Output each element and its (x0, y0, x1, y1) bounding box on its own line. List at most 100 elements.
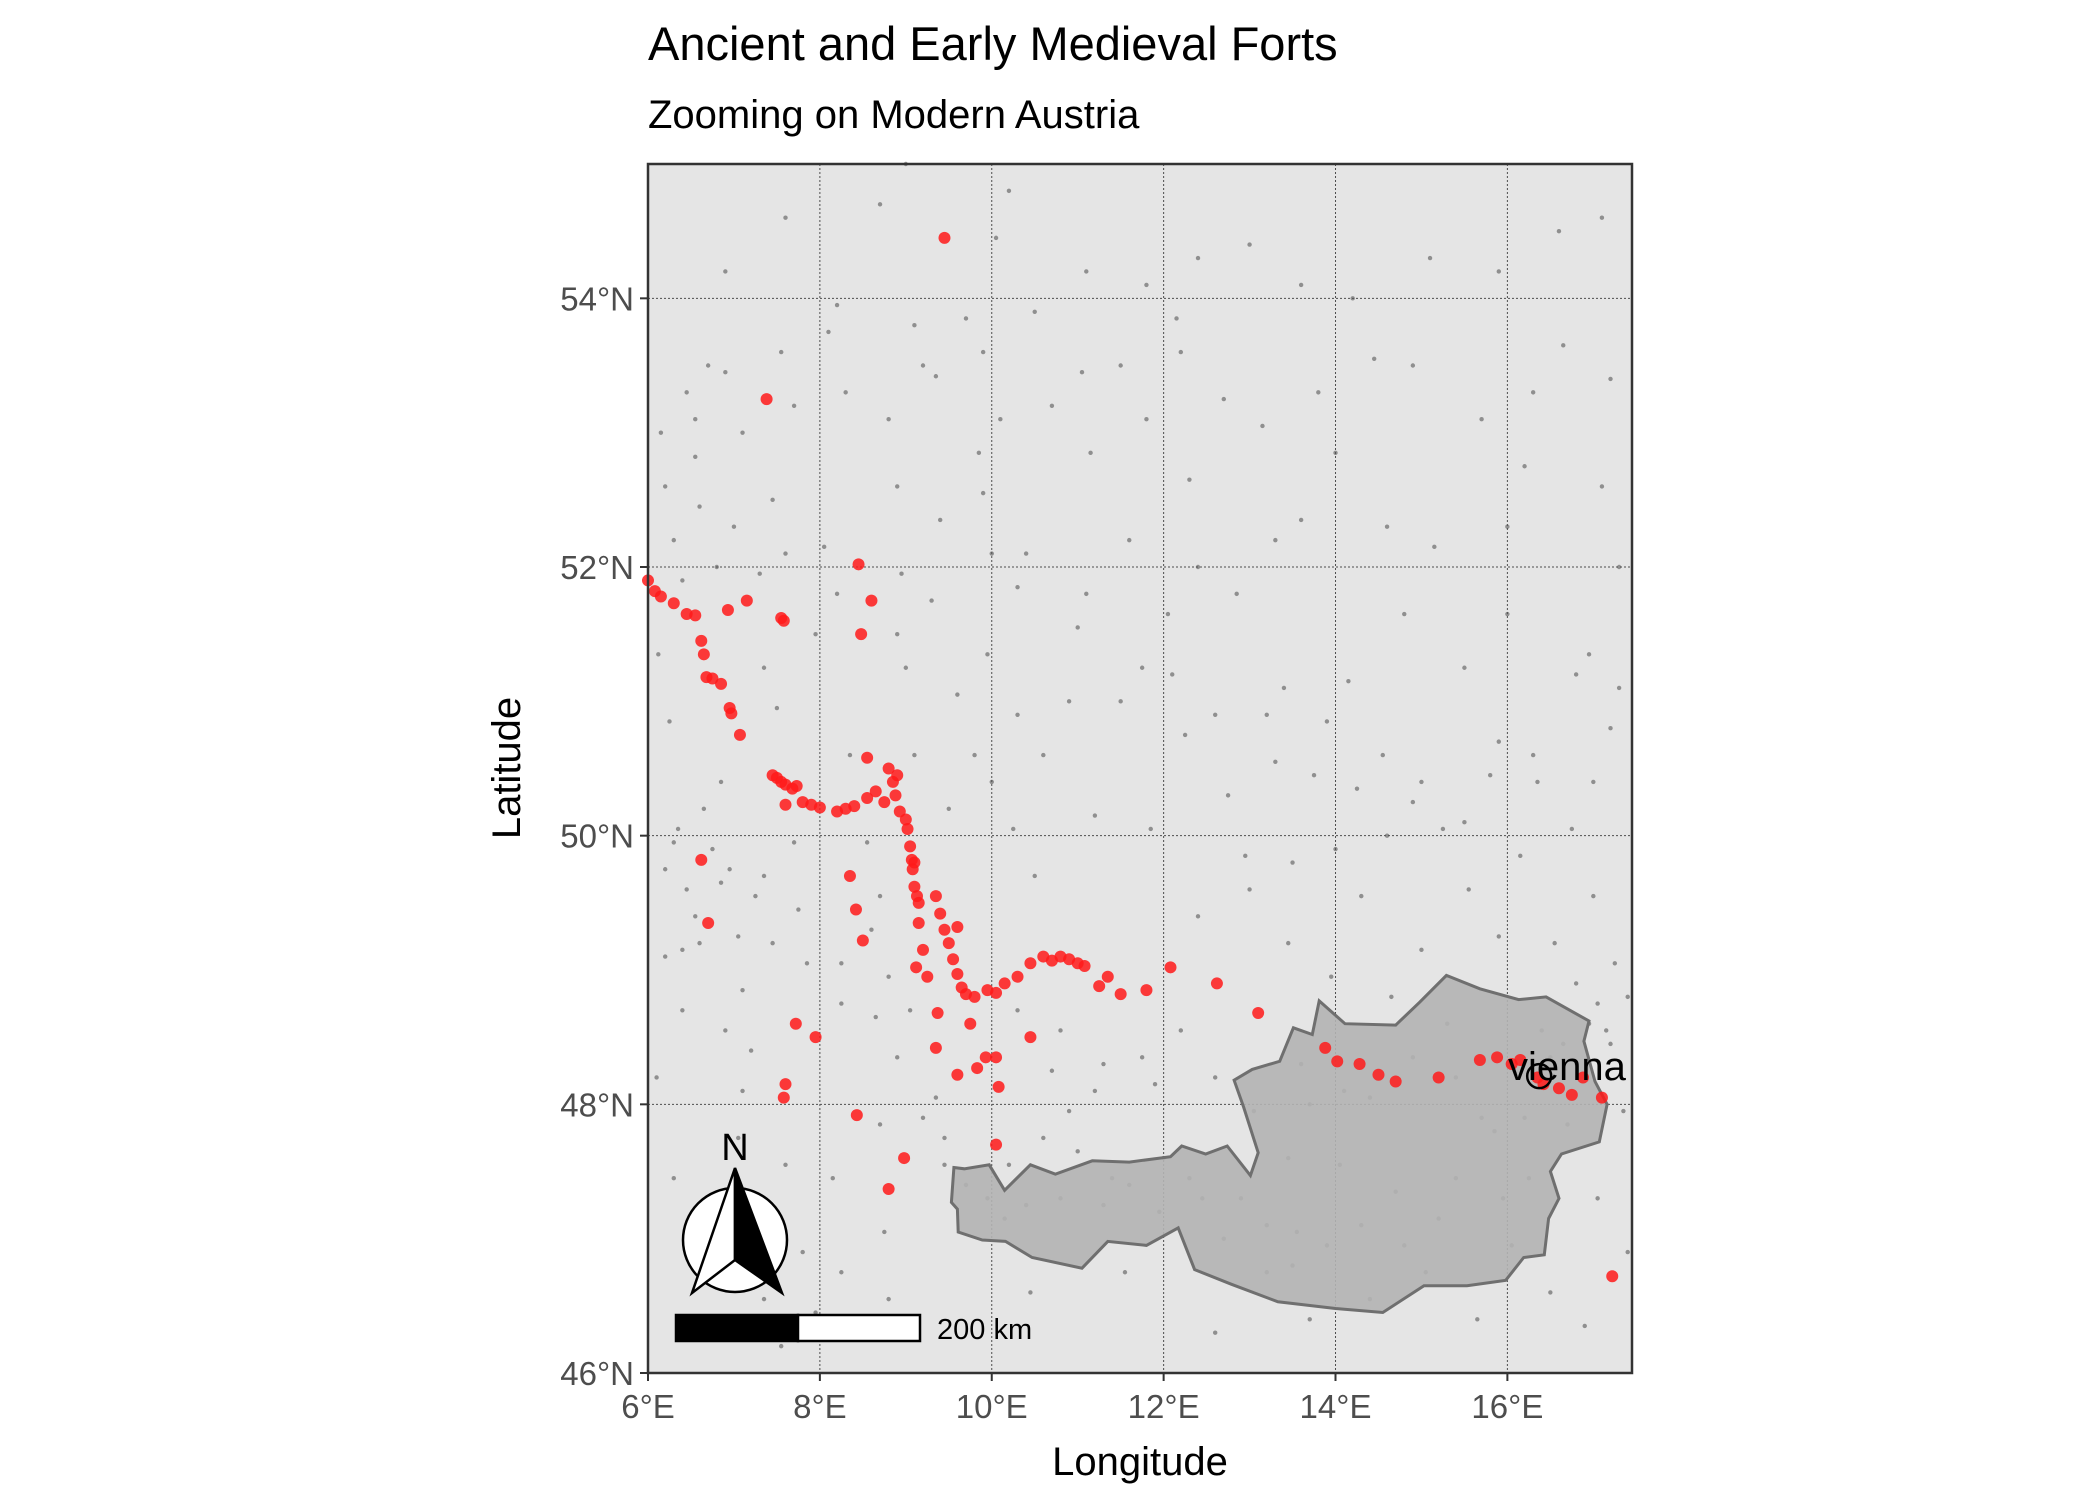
background-site-point (1518, 853, 1523, 859)
background-site-point (1032, 309, 1037, 314)
background-site-point (1591, 779, 1596, 785)
fort-point (1372, 1068, 1385, 1081)
x-tick-label: 14°E (1300, 1388, 1372, 1425)
background-site-point (1324, 719, 1330, 724)
background-site-point (1316, 390, 1321, 395)
fort-point (882, 1182, 895, 1195)
background-site-point (662, 484, 668, 489)
background-site-point (1307, 1317, 1312, 1322)
fort-point (990, 986, 1003, 999)
y-tick-label: 54°N (560, 280, 634, 317)
fort-point (899, 813, 912, 826)
fort-point (938, 923, 951, 936)
background-site-point (1178, 349, 1184, 355)
background-site-point (929, 598, 934, 603)
scale-bar-black (674, 1313, 800, 1343)
map-title: Ancient and Early Medieval Forts (648, 17, 1338, 70)
background-site-point (800, 1249, 805, 1255)
background-site-point (667, 719, 672, 724)
background-site-point (843, 390, 848, 395)
background-site-point (1182, 732, 1188, 738)
background-site-point (1333, 450, 1338, 456)
fort-point (1252, 1006, 1265, 1019)
background-site-point (701, 806, 707, 811)
background-site-point (1496, 934, 1501, 939)
background-site-point (1402, 611, 1407, 617)
background-site-point (1152, 1081, 1158, 1087)
background-site-point (813, 631, 818, 637)
background-site-point (1625, 1249, 1630, 1255)
background-site-point (1616, 685, 1622, 691)
background-site-point (830, 1176, 835, 1181)
fort-point (740, 594, 753, 607)
background-site-point (654, 1075, 659, 1080)
background-site-point (839, 1001, 844, 1006)
background-site-point (903, 665, 909, 670)
background-site-point (1049, 403, 1055, 408)
background-site-point (1006, 1162, 1012, 1167)
fort-point (904, 840, 917, 853)
fort-point (1331, 1055, 1344, 1068)
background-site-point (937, 517, 943, 523)
fort-point (721, 603, 734, 616)
background-site-point (864, 840, 870, 845)
background-site-point (1530, 390, 1536, 395)
background-site-point (1273, 759, 1278, 764)
background-site-point (804, 961, 810, 966)
fort-point (1078, 959, 1091, 972)
background-site-point (1049, 1068, 1055, 1073)
background-site-point (1599, 484, 1605, 489)
background-site-point (697, 504, 702, 509)
background-site-point (783, 551, 788, 556)
fort-point (760, 393, 773, 406)
fort-point (1140, 984, 1153, 997)
background-site-point (1359, 893, 1364, 899)
background-site-point (920, 1115, 926, 1120)
fort-points (642, 231, 1619, 1283)
background-site-point (1625, 994, 1630, 1000)
background-site-point (680, 947, 685, 953)
background-site-point (1595, 1196, 1600, 1201)
background-site-point (662, 954, 668, 959)
background-site-point (1084, 591, 1089, 597)
background-site-point (1298, 282, 1304, 288)
background-site-point (656, 652, 661, 657)
fort-point (964, 1017, 977, 1030)
fort-point (779, 798, 792, 811)
y-tick-label: 46°N (560, 1355, 634, 1392)
background-site-point (1243, 853, 1248, 859)
background-site-point (1496, 739, 1501, 744)
background-site-point (1462, 665, 1467, 670)
fort-point (951, 921, 964, 934)
background-site-point (877, 1122, 883, 1127)
background-site-point (740, 987, 745, 993)
background-site-point (705, 363, 711, 368)
background-site-point (869, 927, 874, 932)
background-site-point (1195, 564, 1201, 570)
background-site-point (899, 571, 904, 576)
background-site-point (920, 363, 926, 368)
background-site-point (1419, 779, 1424, 785)
background-site-point (877, 893, 883, 899)
fort-point (898, 1152, 911, 1165)
background-site-point (886, 1296, 891, 1302)
background-site-point (1475, 1317, 1480, 1322)
fort-point (715, 677, 728, 690)
background-site-point (895, 631, 900, 637)
background-site-point (736, 934, 741, 939)
background-site-point (1174, 316, 1179, 321)
background-site-point (1290, 860, 1295, 865)
background-site-point (1139, 1055, 1145, 1060)
background-site-point (1612, 961, 1618, 966)
background-site-point (1479, 417, 1484, 422)
background-site-point (1092, 813, 1098, 818)
fort-point (1210, 977, 1223, 990)
background-site-point (1084, 269, 1089, 274)
background-site-point (658, 430, 664, 435)
fort-point (878, 796, 891, 809)
background-site-point (1530, 752, 1536, 758)
background-site-point (783, 1162, 788, 1167)
background-site-point (1127, 537, 1132, 543)
background-site-point (972, 752, 977, 758)
fort-point (910, 961, 923, 974)
